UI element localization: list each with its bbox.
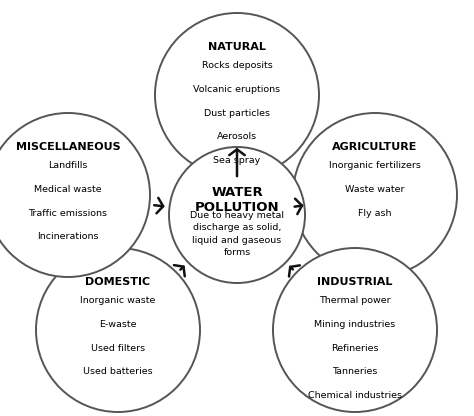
Text: Used filters: Used filters [91, 344, 145, 352]
Text: Mining industries: Mining industries [314, 320, 396, 329]
Text: Thermal power: Thermal power [319, 296, 391, 305]
Circle shape [155, 13, 319, 177]
Text: Due to heavy metal
discharge as solid,
liquid and gaseous
forms: Due to heavy metal discharge as solid, l… [190, 211, 284, 257]
Circle shape [0, 113, 150, 277]
Text: Traffic emissions: Traffic emissions [28, 208, 108, 218]
Text: INDUSTRIAL: INDUSTRIAL [317, 277, 392, 287]
Text: Volcanic eruptions: Volcanic eruptions [193, 85, 281, 94]
Circle shape [273, 248, 437, 412]
Text: Aerosols: Aerosols [217, 132, 257, 141]
Text: MISCELLANEOUS: MISCELLANEOUS [16, 142, 120, 152]
Text: Inorganic waste: Inorganic waste [80, 296, 155, 305]
Text: Medical waste: Medical waste [34, 185, 102, 194]
Text: Sea spray: Sea spray [213, 156, 261, 165]
Text: DOMESTIC: DOMESTIC [85, 277, 151, 287]
Text: WATER
POLLUTION: WATER POLLUTION [195, 186, 279, 214]
Text: Waste water: Waste water [345, 185, 405, 194]
Text: Tanneries: Tanneries [332, 367, 378, 376]
Text: Refineries: Refineries [331, 344, 379, 352]
Text: E-waste: E-waste [99, 320, 137, 329]
Circle shape [169, 147, 305, 283]
Text: Landfills: Landfills [48, 161, 88, 170]
Text: Dust particles: Dust particles [204, 109, 270, 118]
Text: Used batteries: Used batteries [83, 367, 153, 376]
Circle shape [293, 113, 457, 277]
Circle shape [36, 248, 200, 412]
Text: Inorganic fertilizers: Inorganic fertilizers [329, 161, 421, 170]
Text: Chemical industries: Chemical industries [308, 391, 402, 400]
Text: NATURAL: NATURAL [208, 42, 266, 52]
Text: Rocks deposits: Rocks deposits [201, 61, 273, 70]
Text: AGRICULTURE: AGRICULTURE [332, 142, 418, 152]
Text: Incinerations: Incinerations [37, 232, 99, 241]
Text: Fly ash: Fly ash [358, 208, 392, 218]
